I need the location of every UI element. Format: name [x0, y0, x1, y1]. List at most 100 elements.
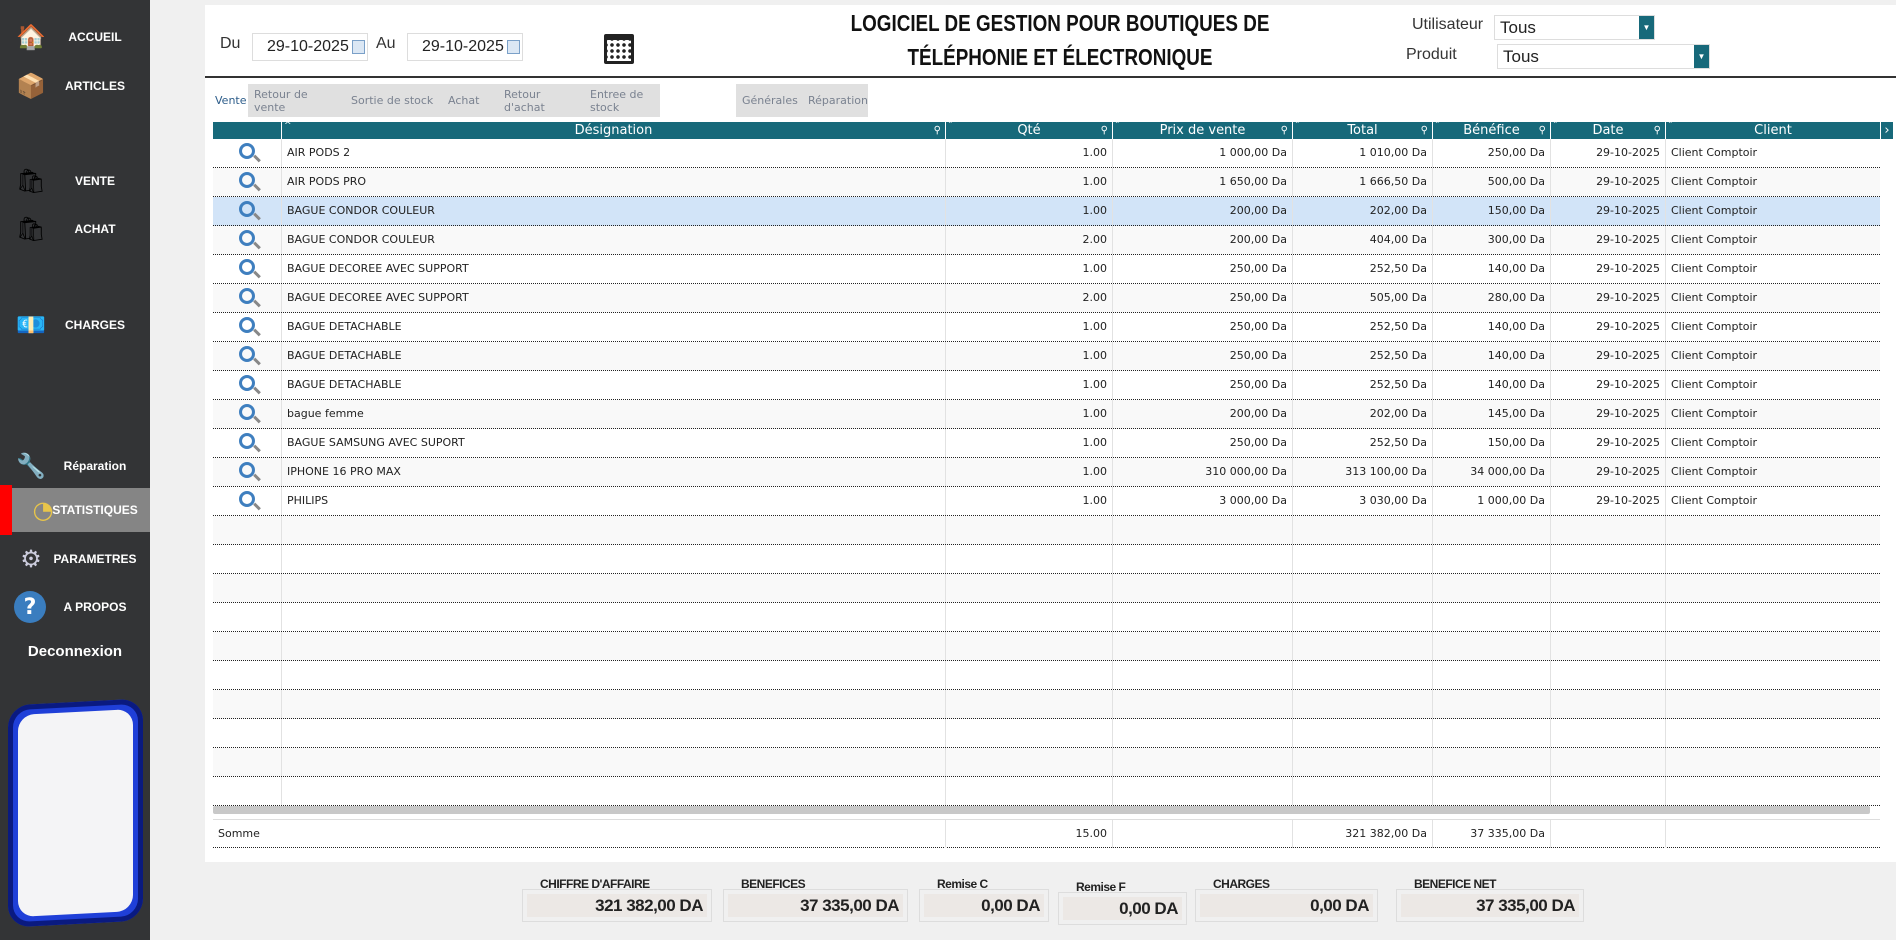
sort-icon[interactable]: ˄ — [1295, 121, 1300, 131]
table-row[interactable]: BAGUE CONDOR COULEUR 2.00 200,00 Da 404,00 … — [213, 226, 1880, 255]
sort-icon[interactable]: ˄ — [1668, 121, 1673, 131]
table-row[interactable]: BAGUE SAMSUNG AVEC SUPORT 1.00 250,00 Da 25… — [213, 429, 1880, 458]
product-select[interactable]: Tous ▼ — [1497, 44, 1710, 69]
calendar-icon[interactable] — [506, 40, 520, 54]
horizontal-scrollbar[interactable] — [213, 806, 1870, 814]
sidebar-item-vente[interactable]: 🛍 VENTE — [0, 159, 150, 203]
cell-icon[interactable] — [213, 255, 281, 283]
cell-date: 29-10-2025 — [1550, 197, 1665, 225]
tab-retour-de-vente[interactable]: Retour de vente — [248, 84, 345, 117]
sort-icon[interactable]: ˄ — [948, 121, 953, 131]
table-row[interactable]: AIR PODS PRO 1.00 1 650,00 Da 1 666,50 Da 50… — [213, 168, 1880, 197]
cell-icon[interactable] — [213, 168, 281, 196]
tab-achat[interactable]: Achat — [442, 84, 498, 117]
table-row[interactable]: BAGUE DETACHABLE 1.00 250,00 Da 252,50 Da 14… — [213, 313, 1880, 342]
cell-date: 29-10-2025 — [1550, 371, 1665, 399]
sidebar-item-statistiques[interactable]: ◔ STATISTIQUES — [12, 488, 150, 532]
cell-qte — [945, 661, 1112, 689]
cell-icon[interactable] — [213, 226, 281, 254]
magnifier-icon[interactable] — [239, 404, 261, 424]
tab-retour-d-achat[interactable]: Retour d'achat — [498, 84, 584, 117]
help-icon: ? — [14, 591, 46, 623]
tab-entree-de-stock[interactable]: Entree de stock — [584, 84, 660, 117]
search-icon[interactable]: ⚲ — [1100, 125, 1108, 136]
magnifier-icon[interactable] — [239, 375, 261, 395]
table-row[interactable]: PHILIPS 1.00 3 000,00 Da 3 030,00 Da 1 000,0… — [213, 487, 1880, 516]
sidebar-item-accueil[interactable]: 🏠 ACCUEIL — [0, 15, 150, 59]
table-row[interactable]: BAGUE DECOREE AVEC SUPPORT 1.00 250,00 Da 2… — [213, 255, 1880, 284]
table-row[interactable]: BAGUE DETACHABLE 1.00 250,00 Da 252,50 Da 14… — [213, 371, 1880, 400]
sidebar-item-parametres[interactable]: ⚙ PARAMETRES — [0, 537, 150, 581]
date-to-input[interactable]: 29-10-2025 — [407, 33, 523, 61]
sidebar-item-articles[interactable]: 📦 ARTICLES — [0, 64, 150, 108]
cell-icon[interactable] — [213, 400, 281, 428]
cell-client: Client Comptoir — [1665, 429, 1880, 457]
sidebar-item-charges[interactable]: 💶 CHARGES — [0, 303, 150, 347]
date-from-label: Du — [220, 35, 241, 52]
magnifier-icon[interactable] — [239, 317, 261, 337]
date-from-input[interactable]: 29-10-2025 — [252, 33, 368, 61]
table-row[interactable]: IPHONE 16 PRO MAX 1.00 310 000,00 Da 313 10… — [213, 458, 1880, 487]
column-header-2[interactable]: Qté ˄ ⚲ — [945, 121, 1112, 139]
cell-icon[interactable] — [213, 197, 281, 225]
search-icon[interactable]: ⚲ — [1280, 125, 1288, 136]
sort-icon[interactable]: ˄ — [1553, 121, 1558, 131]
sort-icon[interactable]: ˄ — [1115, 121, 1120, 131]
search-icon[interactable]: ⚲ — [933, 125, 941, 136]
cell-date: 29-10-2025 — [1550, 400, 1665, 428]
cell-icon[interactable] — [213, 313, 281, 341]
magnifier-icon[interactable] — [239, 462, 261, 482]
search-icon[interactable]: ⚲ — [1653, 125, 1661, 136]
column-header-6[interactable]: Date ˄ ⚲ — [1550, 121, 1665, 139]
chevron-down-icon[interactable]: ▼ — [1694, 45, 1709, 68]
empty-row — [213, 603, 1880, 632]
sum-row: Somme 15.00 321 382,00 Da 37 335,00 Da — [213, 819, 1880, 848]
tab-reparation[interactable]: Réparation — [802, 84, 868, 117]
cell-icon[interactable] — [213, 429, 281, 457]
tab-generales[interactable]: Générales — [736, 84, 802, 117]
logout-button[interactable]: Deconnexion — [27, 643, 123, 660]
magnifier-icon[interactable] — [239, 172, 261, 192]
calendar-button-icon[interactable] — [604, 34, 634, 64]
cell-icon[interactable] — [213, 487, 281, 515]
column-header-4[interactable]: Total ˄ ⚲ — [1292, 121, 1432, 139]
cell-total: 252,50 Da — [1292, 313, 1432, 341]
search-icon[interactable]: ⚲ — [1538, 125, 1546, 136]
magnifier-icon[interactable] — [239, 288, 261, 308]
magnifier-icon[interactable] — [239, 230, 261, 250]
chevron-down-icon[interactable]: ▼ — [1639, 16, 1654, 39]
magnifier-icon[interactable] — [239, 346, 261, 366]
column-header-5[interactable]: Bénéfice ˄ ⚲ — [1432, 121, 1550, 139]
cell-designation: IPHONE 16 PRO MAX — [281, 458, 945, 486]
cell-icon[interactable] — [213, 342, 281, 370]
table-row[interactable]: AIR PODS 2 1.00 1 000,00 Da 1 010,00 Da 250,… — [213, 139, 1880, 168]
cell-icon[interactable] — [213, 284, 281, 312]
calendar-icon[interactable] — [351, 40, 365, 54]
column-header-3[interactable]: Prix de vente ˄ ⚲ — [1112, 121, 1292, 139]
scroll-right-icon[interactable]: › — [1880, 122, 1893, 139]
sort-icon[interactable]: ˄ — [1435, 121, 1440, 131]
table-row[interactable]: BAGUE DETACHABLE 1.00 250,00 Da 252,50 Da 14… — [213, 342, 1880, 371]
magnifier-icon[interactable] — [239, 259, 261, 279]
magnifier-icon[interactable] — [239, 143, 261, 163]
column-header-7[interactable]: Client ˄ — [1665, 121, 1880, 139]
table-row[interactable]: bague femme 1.00 200,00 Da 202,00 Da 145,00 … — [213, 400, 1880, 429]
user-select[interactable]: Tous ▼ — [1494, 15, 1655, 40]
column-header-1[interactable]: Désignation ^ ⚲ — [281, 121, 945, 139]
table-row[interactable]: BAGUE DECOREE AVEC SUPPORT 2.00 250,00 Da 5… — [213, 284, 1880, 313]
cell-icon[interactable] — [213, 371, 281, 399]
cell-client: Client Comptoir — [1665, 226, 1880, 254]
sidebar-item-a-propos[interactable]: ? A PROPOS — [0, 585, 150, 629]
tab-vente[interactable]: Vente — [209, 84, 248, 117]
cell-icon[interactable] — [213, 139, 281, 167]
sort-icon[interactable]: ^ — [284, 121, 292, 131]
search-icon[interactable]: ⚲ — [1420, 125, 1428, 136]
cell-icon[interactable] — [213, 458, 281, 486]
magnifier-icon[interactable] — [239, 201, 261, 221]
sidebar-item-achat[interactable]: 🛍 ACHAT — [0, 207, 150, 251]
tab-sortie-de-stock[interactable]: Sortie de stock — [345, 84, 442, 117]
table-row[interactable]: BAGUE CONDOR COULEUR 1.00 200,00 Da 202,00 … — [213, 197, 1880, 226]
magnifier-icon[interactable] — [239, 491, 261, 511]
magnifier-icon[interactable] — [239, 433, 261, 453]
sidebar-item-reparation[interactable]: 🔧 Réparation — [0, 444, 150, 488]
